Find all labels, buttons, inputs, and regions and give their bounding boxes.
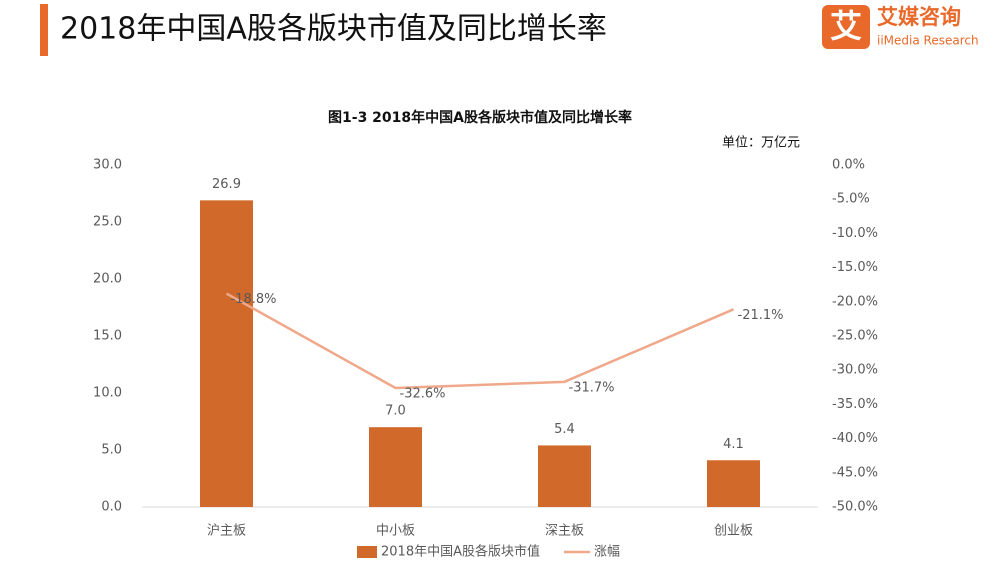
x-tick-label: 沪主板 [207,523,246,539]
logo-icon: 艾 [830,7,862,45]
line-value-label: -21.1% [738,308,784,323]
legend-swatch [357,546,377,558]
chart-title: 图1-3 2018年中国A股各版块市值及同比增长率 [328,109,632,126]
y2-tick-label: -35.0% [832,397,878,412]
logo-box [822,5,870,49]
y-tick-label: 20.0 [93,272,122,287]
legend-label: 2018年中国A股各版块市值 [381,544,540,560]
y2-tick-label: -5.0% [832,192,870,207]
bar-value-label: 5.4 [554,422,575,437]
x-tick-label: 中小板 [376,524,415,539]
bar-value-label: 7.0 [385,404,406,419]
y2-tick-label: -10.0% [832,226,878,241]
y-tick-label: 0.0 [101,500,122,515]
bar [538,445,591,507]
y2-tick-label: -20.0% [832,294,878,309]
y2-tick-label: -45.0% [832,465,878,480]
unit-label: 单位：万亿元 [722,136,800,151]
bar [369,427,422,507]
line-value-label: -32.6% [400,386,446,401]
y2-tick-label: -30.0% [832,363,878,378]
header-accent [40,4,48,56]
y2-tick-label: -15.0% [832,260,878,275]
y-tick-label: 30.0 [93,158,122,173]
x-tick-label: 创业板 [714,524,753,539]
y2-tick-label: -40.0% [832,431,878,446]
logo-sub: iiMedia Research [877,34,979,48]
x-tick-label: 深主板 [545,524,584,539]
bar-value-label: 26.9 [212,177,241,192]
logo-name: 艾媒咨询 [877,5,961,29]
line [225,292,734,390]
y-tick-label: 25.0 [93,215,122,230]
bar [200,200,253,507]
legend-label: 涨幅 [594,545,620,560]
y-tick-label: 15.0 [93,329,122,344]
line-value-label: -18.8% [231,292,277,307]
y2-tick-label: -25.0% [832,329,878,344]
y-tick-label: 10.0 [93,386,122,401]
line-value-label: -31.7% [569,380,615,395]
y2-tick-label: 0.0% [832,158,865,173]
bar [707,460,760,507]
y2-tick-label: -50.0% [832,500,878,515]
y-tick-label: 5.0 [101,443,122,458]
header-title: 2018年中国A股各版块市值及同比增长率 [60,12,607,47]
bar-value-label: 4.1 [723,437,744,452]
